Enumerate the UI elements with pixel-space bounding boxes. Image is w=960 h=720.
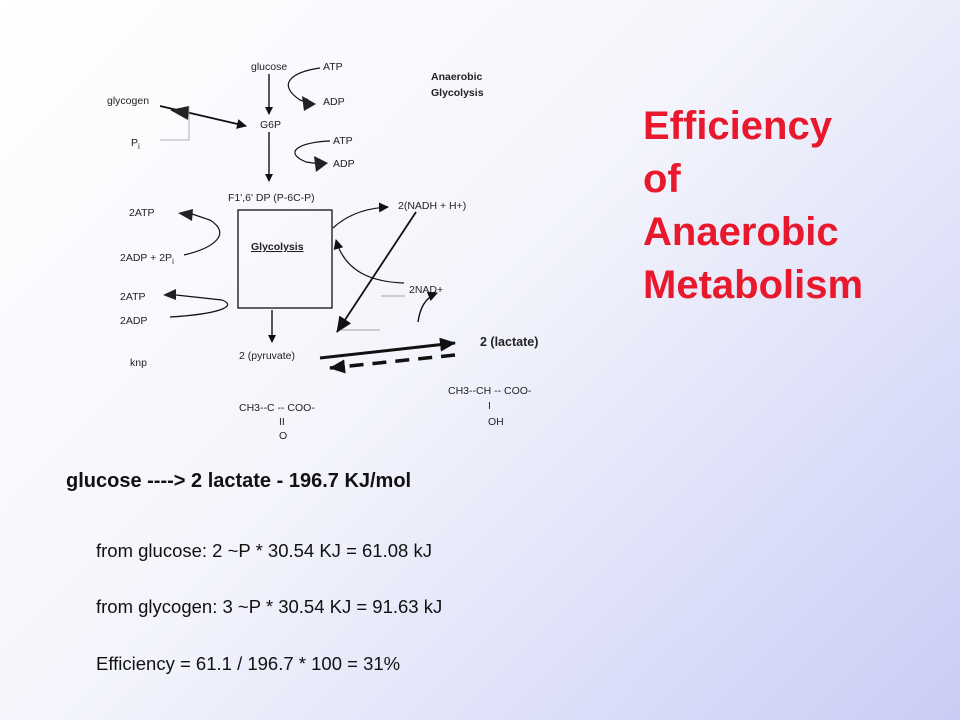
title-line-3: Anaerobic xyxy=(643,210,839,254)
pi-arrowhead xyxy=(170,106,189,120)
glycogen-label: glycogen xyxy=(107,95,149,107)
atp-adp-arrowhead-2 xyxy=(314,156,328,172)
atp-adp-arrowhead-1 xyxy=(302,96,316,111)
atp-label-1: ATP xyxy=(323,61,343,73)
two-nad-label: 2NAD+ xyxy=(409,284,443,296)
diagram-heading-line1: Anaerobic xyxy=(431,71,483,83)
pyruvate-formula-line2: II xyxy=(279,416,285,428)
adp-to-atp-curve-1 xyxy=(183,213,221,256)
two-pyruvate-label: 2 (pyruvate) xyxy=(239,350,295,362)
two-adp-label: 2ADP xyxy=(120,315,147,327)
calc-from-glucose: from glucose: 2 ~P * 30.54 KJ = 61.08 kJ xyxy=(96,540,432,561)
glucose-label: glucose xyxy=(251,61,287,73)
overall-equation: glucose ----> 2 lactate - 196.7 KJ/mol xyxy=(66,470,412,492)
two-atp-label-2: 2ATP xyxy=(120,291,145,303)
adp-to-atp-curve-2 xyxy=(169,294,229,318)
calc-efficiency: Efficiency = 61.1 / 196.7 * 100 = 31% xyxy=(96,653,401,674)
arrow-lactate-to-pyruvate-dashed xyxy=(329,353,456,374)
slide-title: Efficiency of Anaerobic Metabolism xyxy=(643,100,863,312)
lactate-formula-line2: I xyxy=(488,400,491,412)
title-line-1: Efficiency xyxy=(643,104,832,148)
lactate-formula-line3: OH xyxy=(488,416,504,428)
arrow-glycogen-to-g6p xyxy=(159,105,247,129)
two-atp-label-1: 2ATP xyxy=(129,207,154,219)
pyruvate-formula-line3: O xyxy=(279,430,287,442)
two-nadh-label: 2(NADH + H+) xyxy=(398,200,466,212)
knp-label: knp xyxy=(130,357,147,369)
atp-label-2: ATP xyxy=(333,135,353,147)
title-line-2: of xyxy=(643,157,681,201)
adp-label-2: ADP xyxy=(333,158,355,170)
title-line-4: Metabolism xyxy=(643,263,864,307)
atp-adp-curve-2 xyxy=(294,140,331,165)
arrow-pyruvate-to-lactate xyxy=(319,337,456,360)
nad-to-nadh-curve xyxy=(332,202,389,229)
atp-adp-curve-1 xyxy=(287,67,321,106)
glycolysis-box xyxy=(237,209,333,309)
nadh-return-curve xyxy=(333,239,405,284)
adp-to-atp-arrowhead-2 xyxy=(163,289,176,300)
adp-label-1: ADP xyxy=(323,96,345,108)
diagram-heading-line2: Glycolysis xyxy=(431,87,484,99)
adp-to-atp-arrowhead-1 xyxy=(178,209,193,221)
glycolysis-diagram: Anaerobic Glycolysis glucose ATP ADP gly… xyxy=(107,61,538,442)
g6p-label: G6P xyxy=(260,119,281,131)
two-adp-2pi-label: 2ADP + 2Pi xyxy=(120,252,174,266)
pi-bracket xyxy=(160,106,190,141)
two-lactate-label: 2 (lactate) xyxy=(480,335,538,349)
pyruvate-formula-line1: CH3--C -- COO- xyxy=(239,402,315,414)
glycolysis-box-label: Glycolysis xyxy=(251,241,304,253)
lactate-formula-line1: CH3--CH -- COO- xyxy=(448,385,532,397)
nadh-diagonal-arrow xyxy=(336,211,417,333)
f16dp-label: F1',6' DP (P-6C-P) xyxy=(228,192,315,204)
pi-label: Pi xyxy=(131,137,140,151)
calc-from-glycogen: from glycogen: 3 ~P * 30.54 KJ = 91.63 k… xyxy=(96,596,443,617)
nad-regeneration-curve xyxy=(417,291,438,323)
